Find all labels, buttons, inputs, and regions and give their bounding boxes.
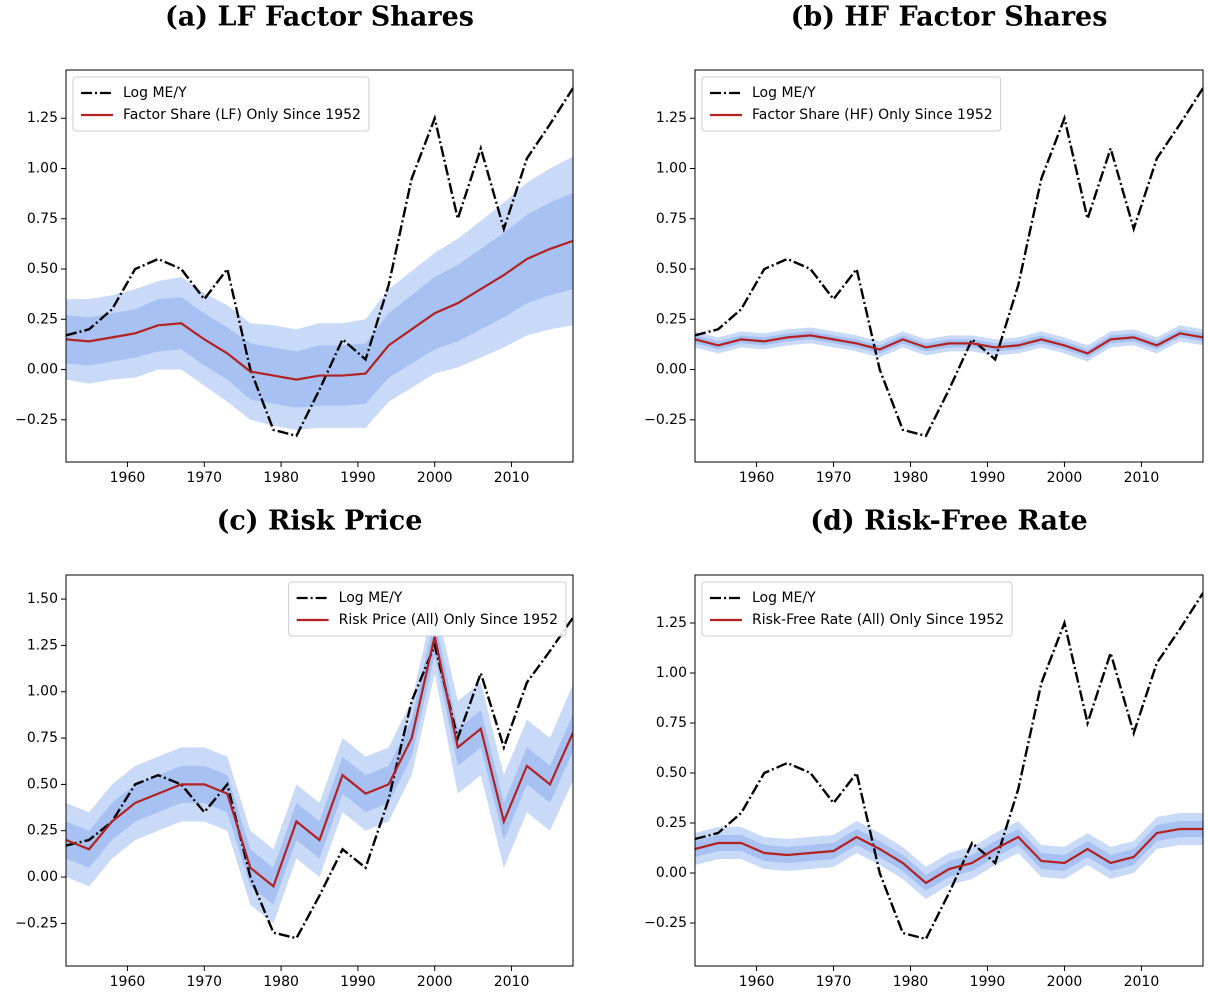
x-tick-label: 2010 xyxy=(494,974,530,990)
confidence-band xyxy=(66,599,573,924)
x-tick-label: 1980 xyxy=(263,974,299,990)
y-tick-label: 0.25 xyxy=(27,823,58,839)
x-tick-label: 1990 xyxy=(970,470,1006,486)
x-tick-label: 2000 xyxy=(1047,470,1083,486)
x-tick-label: 1980 xyxy=(263,470,299,486)
legend-box xyxy=(701,581,1013,637)
x-tick-label: 1990 xyxy=(970,974,1006,990)
panel-title: (d) Risk-Free Rate xyxy=(810,506,1087,537)
legend-label: Risk Price (All) Only Since 1952 xyxy=(339,612,558,628)
y-tick-label: 1.00 xyxy=(27,161,58,177)
panel: (a) LF Factor Shares 1960 1970 1980 1990 2000… xyxy=(15,2,574,486)
y-tick-label: 0.00 xyxy=(656,362,687,378)
x-tick-label: 2000 xyxy=(417,974,453,990)
series-line xyxy=(695,332,1203,355)
y-tick-label: −0.25 xyxy=(644,412,687,428)
y-tick-label: 0.75 xyxy=(27,211,58,227)
panel: (c) Risk Price 1960 1970 1980 1990 2000 2010 −0… xyxy=(15,506,574,990)
x-tick-label: 1970 xyxy=(816,974,852,990)
plot-frame xyxy=(694,574,1204,967)
plot-frame xyxy=(65,69,574,463)
panel: (b) HF Factor Shares 1960 1970 1980 1990 2000… xyxy=(644,2,1204,486)
plot-frame xyxy=(65,574,574,967)
y-tick-label: 1.25 xyxy=(656,615,687,631)
x-tick-label: 1970 xyxy=(186,470,222,486)
legend: Log ME/Y Risk Price (All) Only Since 1952 xyxy=(288,581,567,637)
y-tick-label: 0.00 xyxy=(27,869,58,885)
legend: Log ME/Y Factor Share (LF) Only Since 195… xyxy=(72,76,370,132)
y-tick-label: 0.50 xyxy=(27,776,58,792)
series-line xyxy=(66,635,573,889)
legend-label: Log ME/Y xyxy=(123,85,187,101)
x-tick-label: 2000 xyxy=(417,470,453,486)
y-tick-label: 0.00 xyxy=(656,865,687,881)
legend-label: Log ME/Y xyxy=(339,590,403,606)
series-line xyxy=(695,827,1203,885)
panel-title: (a) LF Factor Shares xyxy=(165,2,474,33)
series-line xyxy=(695,87,1203,438)
y-tick-label: 1.25 xyxy=(656,110,687,126)
panel-title: (c) Risk Price xyxy=(217,506,423,537)
legend-box xyxy=(701,76,1002,132)
y-tick-label: 0.25 xyxy=(656,311,687,327)
y-tick-label: 0.75 xyxy=(656,211,687,227)
x-tick-label: 1960 xyxy=(110,974,146,990)
y-tick-label: −0.25 xyxy=(15,915,58,931)
confidence-band xyxy=(66,156,573,430)
x-tick-label: 2010 xyxy=(494,470,530,486)
y-tick-label: 0.50 xyxy=(656,261,687,277)
x-tick-label: 2010 xyxy=(1124,470,1160,486)
x-tick-label: 1980 xyxy=(893,974,929,990)
y-tick-label: 1.25 xyxy=(27,110,58,126)
plot-frame xyxy=(694,69,1204,463)
legend-label: Factor Share (LF) Only Since 1952 xyxy=(123,107,361,123)
y-tick-label: 0.25 xyxy=(27,311,58,327)
y-tick-label: −0.25 xyxy=(644,915,687,931)
y-tick-label: 0.50 xyxy=(27,261,58,277)
y-tick-label: 1.25 xyxy=(27,637,58,653)
y-tick-label: 1.00 xyxy=(656,665,687,681)
y-tick-label: 0.50 xyxy=(656,765,687,781)
panel: (d) Risk-Free Rate 1960 1970 1980 1990 2000 20… xyxy=(644,506,1204,990)
x-tick-label: 1990 xyxy=(340,974,376,990)
legend-label: Log ME/Y xyxy=(752,85,816,101)
legend-box xyxy=(72,76,370,132)
series-line xyxy=(66,239,573,381)
legend-label: Factor Share (HF) Only Since 1952 xyxy=(752,107,993,123)
legend: Log ME/Y Risk-Free Rate (All) Only Since … xyxy=(701,581,1013,637)
x-tick-label: 1960 xyxy=(739,470,775,486)
y-tick-label: 0.25 xyxy=(656,815,687,831)
series-line xyxy=(695,592,1203,941)
y-tick-label: 0.00 xyxy=(27,362,58,378)
legend-label: Log ME/Y xyxy=(752,590,816,606)
y-tick-label: 1.00 xyxy=(656,161,687,177)
series-line xyxy=(66,87,573,438)
y-tick-label: 1.00 xyxy=(27,684,58,700)
x-tick-label: 2010 xyxy=(1124,974,1160,990)
x-tick-label: 1970 xyxy=(186,974,222,990)
confidence-band xyxy=(695,821,1203,891)
x-tick-label: 1960 xyxy=(739,974,775,990)
y-tick-label: 1.50 xyxy=(27,591,58,607)
legend: Log ME/Y Factor Share (HF) Only Since 195… xyxy=(701,76,1002,132)
legend-label: Risk-Free Rate (All) Only Since 1952 xyxy=(752,612,1004,628)
panel-title: (b) HF Factor Shares xyxy=(791,2,1108,33)
legend-box xyxy=(288,581,567,637)
x-tick-label: 2000 xyxy=(1047,974,1083,990)
x-tick-label: 1990 xyxy=(340,470,376,486)
confidence-band xyxy=(66,192,573,408)
y-tick-label: 0.75 xyxy=(27,730,58,746)
y-tick-label: −0.25 xyxy=(15,412,58,428)
confidence-band xyxy=(695,813,1203,899)
x-tick-label: 1960 xyxy=(110,470,146,486)
x-tick-label: 1980 xyxy=(893,470,929,486)
series-line xyxy=(66,616,573,940)
x-tick-label: 1970 xyxy=(816,470,852,486)
y-tick-label: 0.75 xyxy=(656,715,687,731)
